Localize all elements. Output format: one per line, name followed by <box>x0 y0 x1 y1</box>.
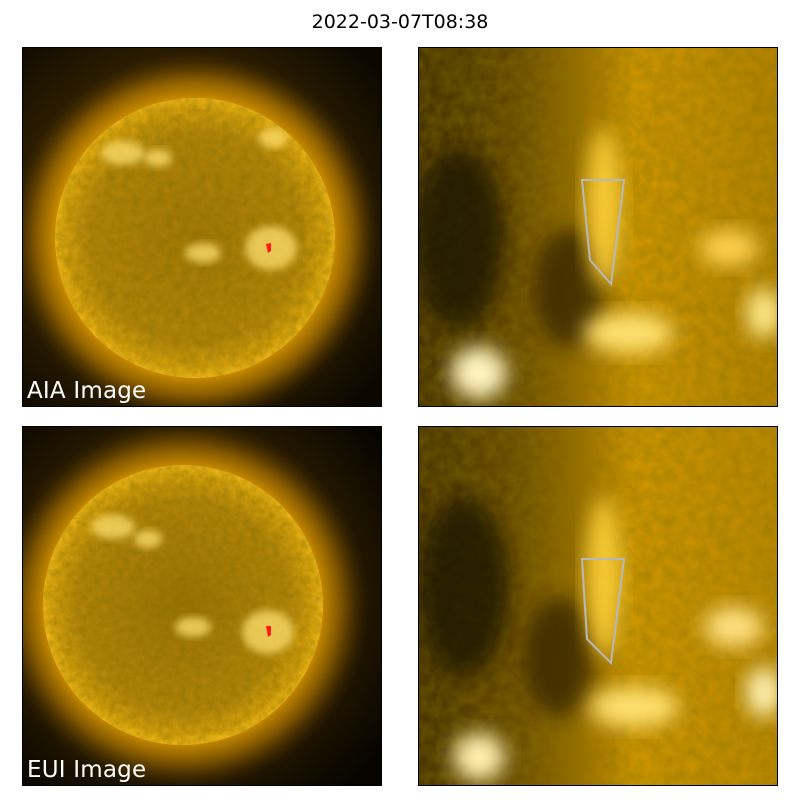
aia-full-disk-panel: AIA Image <box>22 47 382 407</box>
aia-image-label: AIA Image <box>27 378 147 404</box>
eui-region-marker <box>266 626 271 637</box>
eui-roi-outline <box>580 558 626 666</box>
aia-zoom-image <box>419 48 777 406</box>
aia-zoom-panel <box>418 47 778 407</box>
eui-zoom-image <box>419 427 777 785</box>
eui-zoom-panel <box>418 426 778 786</box>
aia-roi-outline <box>580 179 626 287</box>
aia-sun-image <box>23 48 381 406</box>
eui-sun-image <box>23 427 381 785</box>
eui-image-label: EUI Image <box>27 757 147 783</box>
figure-title: 2022-03-07T08:38 <box>311 11 489 33</box>
eui-full-disk-panel: EUI Image <box>22 426 382 786</box>
aia-region-marker <box>266 243 271 253</box>
